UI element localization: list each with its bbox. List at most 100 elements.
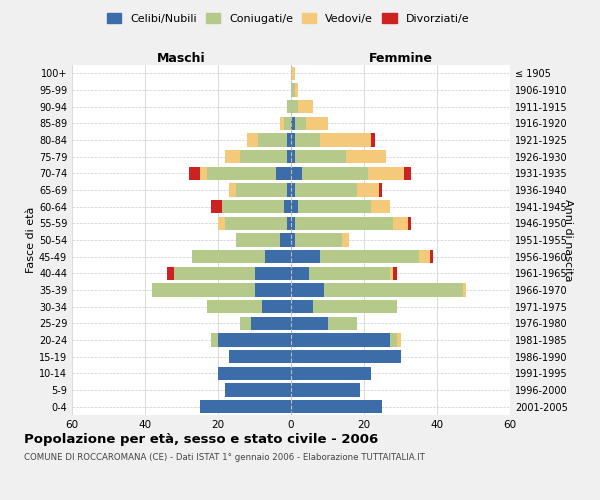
Bar bbox=[240, 316, 251, 330]
Bar bbox=[218, 366, 291, 380]
Bar bbox=[389, 334, 397, 346]
Bar bbox=[291, 384, 361, 396]
Bar bbox=[284, 116, 291, 130]
Bar bbox=[291, 400, 382, 413]
Bar bbox=[389, 266, 393, 280]
Bar bbox=[218, 334, 291, 346]
Bar bbox=[295, 234, 342, 246]
Bar bbox=[309, 266, 389, 280]
Bar bbox=[291, 200, 298, 213]
Y-axis label: Fasce di età: Fasce di età bbox=[26, 207, 36, 273]
Bar bbox=[236, 234, 280, 246]
Bar bbox=[280, 116, 284, 130]
Bar bbox=[328, 316, 356, 330]
Bar bbox=[211, 334, 218, 346]
Bar bbox=[193, 250, 265, 264]
Bar bbox=[295, 134, 320, 146]
Bar bbox=[277, 166, 291, 180]
Text: Femmine: Femmine bbox=[368, 52, 433, 65]
Bar bbox=[346, 150, 386, 164]
Bar bbox=[291, 150, 295, 164]
Bar bbox=[291, 300, 313, 314]
Bar bbox=[254, 266, 291, 280]
Bar bbox=[265, 250, 291, 264]
Bar bbox=[320, 134, 371, 146]
Y-axis label: Anni di nascita: Anni di nascita bbox=[563, 198, 573, 281]
Bar bbox=[408, 216, 412, 230]
Bar bbox=[236, 184, 287, 196]
Bar bbox=[207, 166, 277, 180]
Bar bbox=[291, 366, 371, 380]
Bar bbox=[393, 266, 397, 280]
Bar bbox=[356, 184, 379, 196]
Bar bbox=[298, 200, 371, 213]
Bar bbox=[342, 234, 349, 246]
Bar bbox=[284, 200, 291, 213]
Bar bbox=[368, 166, 404, 180]
Bar bbox=[251, 316, 291, 330]
Bar bbox=[291, 166, 302, 180]
Text: COMUNE DI ROCCAROMANA (CE) - Dati ISTAT 1° gennaio 2006 - Elaborazione TUTTAITAL: COMUNE DI ROCCAROMANA (CE) - Dati ISTAT … bbox=[24, 452, 425, 462]
Bar bbox=[295, 150, 346, 164]
Bar bbox=[229, 184, 236, 196]
Bar bbox=[291, 234, 295, 246]
Bar bbox=[291, 116, 295, 130]
Bar bbox=[324, 284, 463, 296]
Bar bbox=[419, 250, 430, 264]
Bar bbox=[229, 350, 291, 364]
Bar bbox=[152, 284, 254, 296]
Bar bbox=[463, 284, 466, 296]
Bar bbox=[295, 84, 298, 96]
Bar bbox=[291, 250, 320, 264]
Bar bbox=[189, 166, 200, 180]
Bar bbox=[200, 400, 291, 413]
Bar bbox=[207, 300, 262, 314]
Bar bbox=[291, 350, 401, 364]
Legend: Celibi/Nubili, Coniugati/e, Vedovi/e, Divorziati/e: Celibi/Nubili, Coniugati/e, Vedovi/e, Di… bbox=[105, 10, 471, 26]
Bar bbox=[295, 184, 356, 196]
Bar bbox=[226, 150, 240, 164]
Bar bbox=[313, 300, 397, 314]
Bar bbox=[320, 250, 419, 264]
Bar bbox=[371, 134, 375, 146]
Bar bbox=[174, 266, 254, 280]
Bar bbox=[291, 334, 389, 346]
Text: Popolazione per età, sesso e stato civile - 2006: Popolazione per età, sesso e stato civil… bbox=[24, 432, 378, 446]
Bar bbox=[218, 216, 226, 230]
Bar bbox=[240, 150, 287, 164]
Bar bbox=[291, 284, 324, 296]
Bar bbox=[167, 266, 174, 280]
Bar bbox=[302, 166, 368, 180]
Bar bbox=[371, 200, 389, 213]
Bar bbox=[295, 216, 393, 230]
Bar bbox=[291, 84, 295, 96]
Bar bbox=[200, 166, 207, 180]
Bar bbox=[287, 184, 291, 196]
Bar bbox=[291, 100, 298, 114]
Bar bbox=[404, 166, 412, 180]
Bar bbox=[430, 250, 433, 264]
Bar bbox=[280, 234, 291, 246]
Bar bbox=[287, 216, 291, 230]
Bar bbox=[262, 300, 291, 314]
Bar bbox=[305, 116, 328, 130]
Bar bbox=[291, 266, 309, 280]
Bar bbox=[287, 100, 291, 114]
Bar bbox=[291, 216, 295, 230]
Bar bbox=[247, 134, 258, 146]
Bar bbox=[211, 200, 221, 213]
Bar bbox=[291, 134, 295, 146]
Bar bbox=[221, 200, 284, 213]
Text: Maschi: Maschi bbox=[157, 52, 206, 65]
Bar bbox=[226, 384, 291, 396]
Bar bbox=[393, 216, 408, 230]
Bar bbox=[258, 134, 287, 146]
Bar bbox=[291, 184, 295, 196]
Bar bbox=[291, 66, 295, 80]
Bar bbox=[379, 184, 382, 196]
Bar bbox=[287, 134, 291, 146]
Bar bbox=[287, 150, 291, 164]
Bar bbox=[397, 334, 401, 346]
Bar bbox=[295, 116, 305, 130]
Bar bbox=[291, 316, 328, 330]
